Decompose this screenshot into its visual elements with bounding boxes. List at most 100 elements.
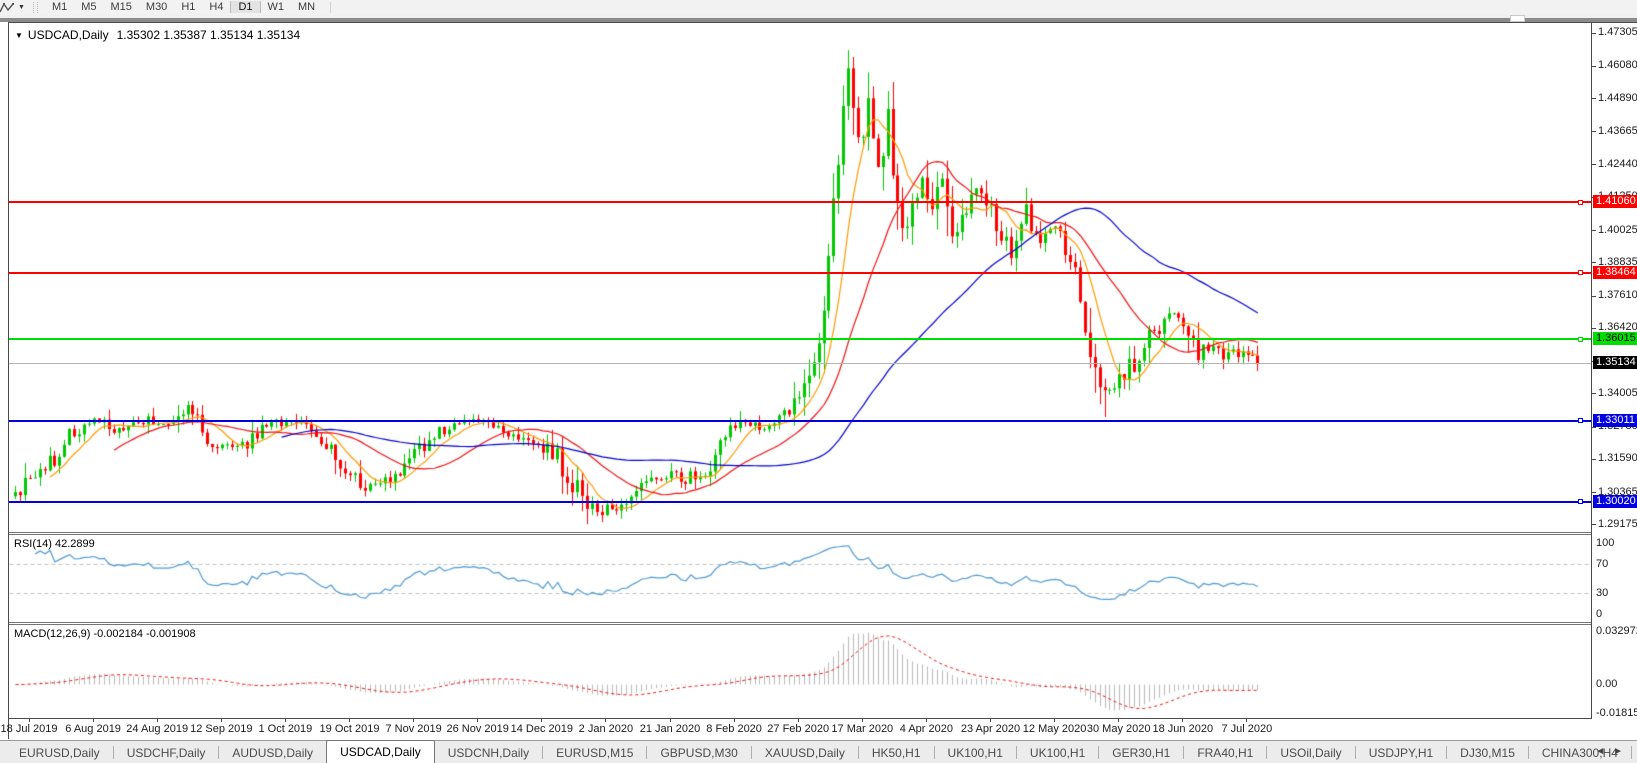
- scrollbar-thumb[interactable]: [0, 18, 1637, 22]
- date-tick-mark: [734, 719, 735, 722]
- time-axis[interactable]: 18 Jul 2019 6 Aug 2019 24 Aug 2019 12 Sep 2…: [1, 718, 1637, 739]
- tab-separator: [218, 746, 220, 759]
- current-price-line: [9, 363, 1591, 364]
- date-label: 21 Jan 2020: [639, 723, 701, 735]
- price-tick-mark: [1592, 66, 1596, 67]
- date-label: 30 May 2020: [1086, 723, 1151, 735]
- chart-tab-eurusd-m15[interactable]: EURUSD,M15: [556, 746, 634, 760]
- timeframe-button-d1[interactable]: D1: [230, 1, 261, 13]
- date-tick-mark: [1246, 719, 1247, 722]
- chart-tab-eurusd-daily[interactable]: EURUSD,Daily: [19, 746, 100, 760]
- price-tick-label: 1.30365: [1598, 485, 1637, 498]
- date-label: 14 Dec 2019: [510, 723, 573, 735]
- chart-tab-usdcnh-daily[interactable]: USDCNH,Daily: [447, 746, 530, 760]
- rsi-pane[interactable]: RSI(14) 42.2899: [9, 535, 1591, 622]
- price-tick-label: 1.31590: [1598, 452, 1637, 465]
- rsi-tick-label: 30: [1596, 586, 1609, 599]
- date-label: 7 Nov 2019: [385, 723, 442, 735]
- current-price-badge: 1.35134: [1593, 356, 1637, 370]
- chart-tab-usdchf-daily[interactable]: USDCHF,Daily: [126, 746, 206, 760]
- macd-canvas[interactable]: [9, 625, 1591, 718]
- tab-separator: [646, 746, 648, 759]
- rsi-tick-label: 0: [1596, 608, 1603, 620]
- horizontal-line-1.38464[interactable]: [9, 271, 1591, 274]
- price-tick-label: 1.36420: [1598, 321, 1637, 334]
- pane-splitter-rsi[interactable]: [9, 532, 1637, 535]
- horizontal-line-1.36015[interactable]: [9, 338, 1591, 341]
- chart-title: ▼ USDCAD,Daily 1.35302 1.35387 1.35134 1.3…: [15, 28, 300, 42]
- tab-scroll-right-icon[interactable]: ►: [1613, 746, 1631, 757]
- tool-dropdown-icon[interactable]: ▼: [18, 4, 25, 11]
- chart-tab-dj30-m15[interactable]: DJ30,M15: [1460, 746, 1515, 760]
- timeframe-button-m30[interactable]: M30: [145, 1, 168, 13]
- price-pane[interactable]: ▼ USDCAD,Daily 1.35302 1.35387 1.35134 1.3…: [9, 23, 1591, 532]
- timeframe-button-m15[interactable]: M15: [110, 1, 132, 13]
- timeframe-button-h4[interactable]: H4: [209, 1, 224, 13]
- price-tick-mark: [1592, 164, 1596, 165]
- timeframe-button-m1[interactable]: M1: [51, 1, 68, 13]
- toolbar-grip: [32, 2, 38, 13]
- tab-separator: [542, 746, 544, 759]
- horizontal-line-1.30020[interactable]: [9, 500, 1591, 503]
- price-tick-mark: [1592, 262, 1596, 263]
- chart-tab-usdjpy-h1[interactable]: USDJPY,H1: [1368, 746, 1434, 760]
- price-axis[interactable]: 1.473051.460801.448901.436651.424401.412…: [1591, 23, 1637, 719]
- date-tick-mark: [349, 719, 350, 722]
- price-tick-label: 1.42440: [1598, 157, 1637, 170]
- timeframe-button-w1[interactable]: W1: [267, 1, 285, 13]
- macd-label: MACD(12,26,9) -0.002184 -0.001908: [14, 628, 196, 640]
- horizontal-line-1.41060[interactable]: [9, 201, 1591, 204]
- date-tick-mark: [477, 719, 478, 722]
- date-label: 18 Jul 2019: [0, 723, 58, 735]
- date-label: 12 Sep 2019: [190, 723, 253, 735]
- scrollbar-handle[interactable]: [1510, 15, 1525, 22]
- price-tick-label: 1.46080: [1598, 59, 1637, 72]
- price-tick-label: 1.47305: [1598, 26, 1637, 38]
- timeframe-toolbar: ▼ M1 M5 M15 M30 H1 H4 D1 W1 MN: [0, 0, 1637, 15]
- price-tick-label: 1.38835: [1598, 255, 1637, 268]
- chart-tab-xauusd-daily[interactable]: XAUUSD,Daily: [764, 746, 845, 760]
- tab-scroll-left-icon[interactable]: ◄: [1595, 746, 1614, 757]
- date-label: 19 Oct 2019: [319, 723, 380, 735]
- chart-tab-gbpusd-m30[interactable]: GBPUSD,M30: [660, 746, 738, 760]
- price-badge-1.33011: 1.33011: [1593, 413, 1637, 427]
- date-tick-mark: [221, 719, 222, 722]
- chart-tab-china300-h4[interactable]: CHINA300,H4: [1541, 746, 1618, 760]
- price-tick-mark: [1592, 33, 1596, 34]
- timeframe-button-h1[interactable]: H1: [181, 1, 196, 13]
- line-end-marker: [1578, 499, 1583, 505]
- date-tick-mark: [285, 719, 286, 722]
- chart-tab-hk50-h1[interactable]: HK50,H1: [871, 746, 921, 760]
- line-end-marker: [1578, 199, 1583, 205]
- price-canvas[interactable]: [9, 23, 1591, 532]
- price-tick-label: 1.34005: [1598, 386, 1637, 399]
- timeframe-button-m5[interactable]: M5: [81, 1, 97, 13]
- timeframe-button-mn[interactable]: MN: [298, 1, 316, 13]
- date-label: 2 Jan 2020: [578, 723, 634, 735]
- chart-scrollbar[interactable]: [0, 15, 1637, 22]
- tab-separator: [750, 746, 752, 759]
- pane-splitter-macd[interactable]: [9, 622, 1637, 625]
- rsi-tick-label: 100: [1596, 537, 1615, 549]
- date-tick-mark: [93, 719, 94, 722]
- date-label: 26 Nov 2019: [446, 723, 509, 735]
- date-tick-mark: [605, 719, 606, 722]
- horizontal-line-1.33011[interactable]: [9, 419, 1591, 422]
- chart-tab-usoil-daily[interactable]: USOil,Daily: [1280, 746, 1342, 760]
- chart-tab-usdcad-daily[interactable]: USDCAD,Daily: [326, 740, 435, 763]
- rsi-tick-label: 70: [1596, 558, 1609, 571]
- tab-separator: [857, 746, 859, 759]
- symbol-dropdown-icon[interactable]: ▼: [15, 31, 23, 40]
- macd-pane[interactable]: MACD(12,26,9) -0.002184 -0.001908: [9, 625, 1591, 718]
- chart-tab-fra40-h1[interactable]: FRA40,H1: [1197, 746, 1254, 760]
- date-label: 17 Mar 2020: [831, 723, 894, 735]
- tab-separator: [1354, 746, 1356, 759]
- chart-window: ▼ USDCAD,Daily 1.35302 1.35387 1.35134 1.3…: [1, 22, 1637, 739]
- chart-tab-uk100-h1[interactable]: UK100,H1: [1029, 746, 1086, 760]
- chart-tab-ger30-h1[interactable]: GER30,H1: [1112, 746, 1171, 760]
- drawing-tool-icon[interactable]: [0, 2, 16, 14]
- date-tick-mark: [1182, 719, 1183, 722]
- rsi-canvas[interactable]: [9, 535, 1591, 622]
- chart-tab-audusd-daily[interactable]: AUDUSD,Daily: [232, 746, 314, 760]
- chart-tab-uk100-h1[interactable]: UK100,H1: [947, 746, 1003, 760]
